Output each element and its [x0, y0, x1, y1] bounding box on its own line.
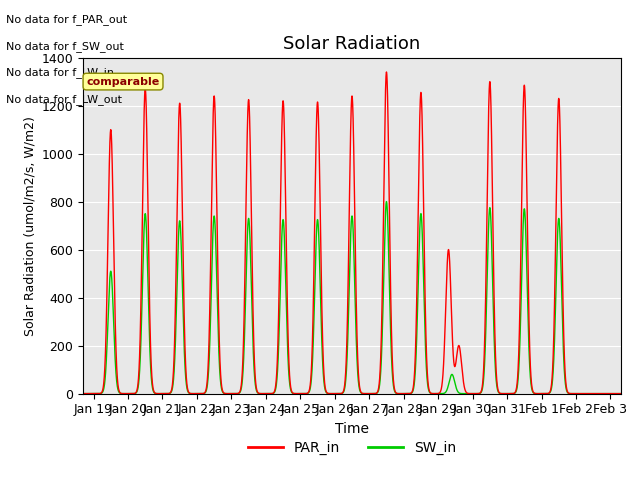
- PAR_in: [102, 349, 109, 355]
- PAR_in: [342, 363, 350, 369]
- Title: Solar Radiation: Solar Radiation: [284, 35, 420, 53]
- SW_in: [617, 391, 625, 396]
- PAR_in: [82, 391, 90, 396]
- PAR_in: [79, 391, 87, 396]
- Legend: PAR_in, SW_in: PAR_in, SW_in: [243, 435, 461, 461]
- Text: No data for f_SW_out: No data for f_SW_out: [6, 41, 124, 52]
- PAR_in: [617, 391, 625, 396]
- SW_in: [102, 372, 109, 377]
- PAR_in: [185, 389, 193, 395]
- Text: No data for f_LW_out: No data for f_LW_out: [6, 94, 122, 105]
- SW_in: [342, 374, 350, 380]
- Text: No data for f_LW_in: No data for f_LW_in: [6, 67, 115, 78]
- Text: No data for f_PAR_out: No data for f_PAR_out: [6, 14, 127, 25]
- Line: SW_in: SW_in: [83, 202, 621, 394]
- Text: comparable: comparable: [86, 77, 159, 86]
- SW_in: [185, 390, 193, 396]
- SW_in: [82, 391, 90, 396]
- SW_in: [589, 391, 596, 396]
- SW_in: [111, 360, 119, 366]
- Line: PAR_in: PAR_in: [83, 72, 621, 394]
- SW_in: [383, 199, 390, 204]
- PAR_in: [111, 324, 119, 330]
- SW_in: [79, 391, 87, 396]
- X-axis label: Time: Time: [335, 422, 369, 436]
- Y-axis label: Solar Radiation (umol/m2/s, W/m2): Solar Radiation (umol/m2/s, W/m2): [23, 116, 36, 336]
- PAR_in: [383, 69, 390, 75]
- PAR_in: [589, 391, 596, 396]
